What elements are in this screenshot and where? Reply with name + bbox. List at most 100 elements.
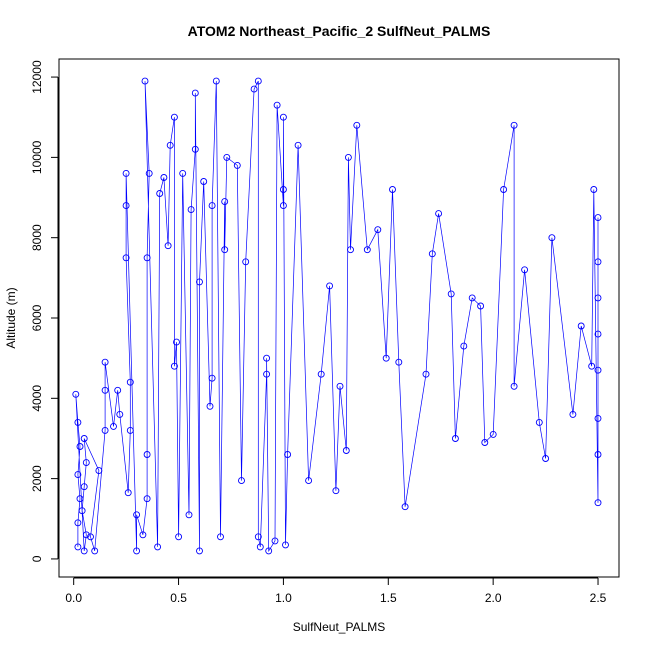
y-tick-label: 10000 bbox=[30, 140, 44, 174]
data-point bbox=[447, 290, 455, 298]
x-tick-label: 0.5 bbox=[170, 591, 187, 605]
data-point bbox=[481, 439, 489, 446]
data-point bbox=[273, 101, 281, 109]
data-point bbox=[74, 471, 82, 479]
data-point bbox=[284, 451, 292, 458]
data-point bbox=[221, 198, 229, 206]
data-point bbox=[143, 451, 151, 458]
data-point bbox=[238, 477, 245, 485]
data-points bbox=[72, 77, 602, 555]
data-point bbox=[347, 246, 354, 254]
data-point bbox=[179, 169, 187, 177]
data-point bbox=[122, 202, 130, 210]
data-point bbox=[242, 258, 250, 266]
data-point bbox=[145, 169, 153, 177]
data-point bbox=[374, 226, 382, 234]
data-point bbox=[577, 322, 585, 330]
data-point bbox=[133, 511, 141, 519]
data-point bbox=[233, 161, 241, 169]
data-point bbox=[212, 77, 220, 85]
data-point bbox=[74, 543, 82, 551]
data-point bbox=[500, 186, 508, 193]
data-point bbox=[191, 89, 199, 97]
data-point bbox=[594, 258, 602, 266]
data-point bbox=[569, 410, 577, 418]
data-point bbox=[271, 537, 279, 545]
data-point bbox=[342, 447, 350, 454]
data-point bbox=[395, 358, 403, 366]
data-point bbox=[191, 145, 199, 153]
data-point bbox=[114, 386, 122, 394]
data-point bbox=[389, 186, 396, 193]
data-point bbox=[78, 507, 86, 515]
y-tick-label: 4000 bbox=[30, 385, 44, 412]
data-point bbox=[588, 362, 596, 370]
data-point bbox=[594, 294, 602, 302]
data-point bbox=[72, 390, 80, 398]
data-point bbox=[80, 483, 88, 491]
data-point bbox=[208, 374, 216, 382]
data-point bbox=[160, 174, 168, 181]
series-line bbox=[75, 80, 599, 553]
y-axis-label: Altitude (m) bbox=[4, 287, 18, 348]
data-point bbox=[122, 169, 130, 177]
data-point bbox=[428, 250, 436, 258]
data-point bbox=[594, 366, 602, 374]
data-point bbox=[326, 282, 334, 290]
data-point bbox=[175, 533, 183, 541]
data-point bbox=[170, 113, 178, 121]
data-point bbox=[110, 422, 117, 430]
data-point bbox=[74, 519, 82, 527]
data-point bbox=[143, 495, 151, 503]
data-point bbox=[590, 186, 598, 193]
data-point bbox=[101, 386, 109, 394]
data-point bbox=[185, 511, 193, 519]
data-point bbox=[87, 533, 94, 541]
data-point bbox=[263, 354, 271, 362]
data-point bbox=[133, 547, 141, 555]
data-point bbox=[363, 246, 371, 254]
data-point bbox=[250, 85, 258, 93]
data-point bbox=[468, 294, 476, 302]
data-point bbox=[317, 370, 325, 378]
data-point bbox=[594, 499, 602, 507]
data-point bbox=[510, 382, 518, 390]
data-point bbox=[353, 121, 361, 129]
data-point bbox=[279, 202, 287, 210]
data-point bbox=[460, 342, 468, 350]
data-point bbox=[279, 186, 287, 193]
data-point bbox=[305, 477, 313, 485]
x-tick-label: 2.5 bbox=[590, 591, 607, 605]
x-tick-label: 1.5 bbox=[380, 591, 397, 605]
data-point bbox=[91, 547, 99, 555]
connection-lines bbox=[75, 80, 599, 553]
data-point bbox=[279, 113, 287, 121]
data-point bbox=[401, 503, 409, 511]
data-point bbox=[477, 302, 485, 310]
data-point bbox=[223, 153, 231, 161]
data-point bbox=[196, 278, 203, 286]
y-tick-label: 2000 bbox=[30, 465, 44, 492]
data-point bbox=[344, 153, 352, 161]
data-point bbox=[74, 418, 82, 426]
data-point bbox=[221, 246, 229, 254]
data-point bbox=[521, 266, 529, 274]
data-point bbox=[422, 370, 430, 378]
data-point bbox=[95, 467, 103, 475]
data-point bbox=[82, 459, 90, 467]
data-point bbox=[217, 533, 224, 541]
data-point bbox=[170, 362, 178, 370]
data-point bbox=[535, 418, 543, 426]
y-tick-label: 6000 bbox=[30, 304, 44, 331]
data-point bbox=[510, 121, 518, 129]
data-point bbox=[263, 370, 271, 378]
data-point bbox=[80, 547, 88, 555]
x-axis: 0.0 0.5 1.0 1.5 2.0 2.5 bbox=[65, 577, 607, 605]
data-point bbox=[594, 330, 602, 338]
data-point bbox=[594, 414, 602, 422]
x-tick-label: 2.0 bbox=[485, 591, 502, 605]
data-point bbox=[116, 410, 124, 418]
data-point bbox=[124, 489, 132, 497]
data-point bbox=[542, 455, 550, 462]
data-point bbox=[76, 443, 84, 450]
